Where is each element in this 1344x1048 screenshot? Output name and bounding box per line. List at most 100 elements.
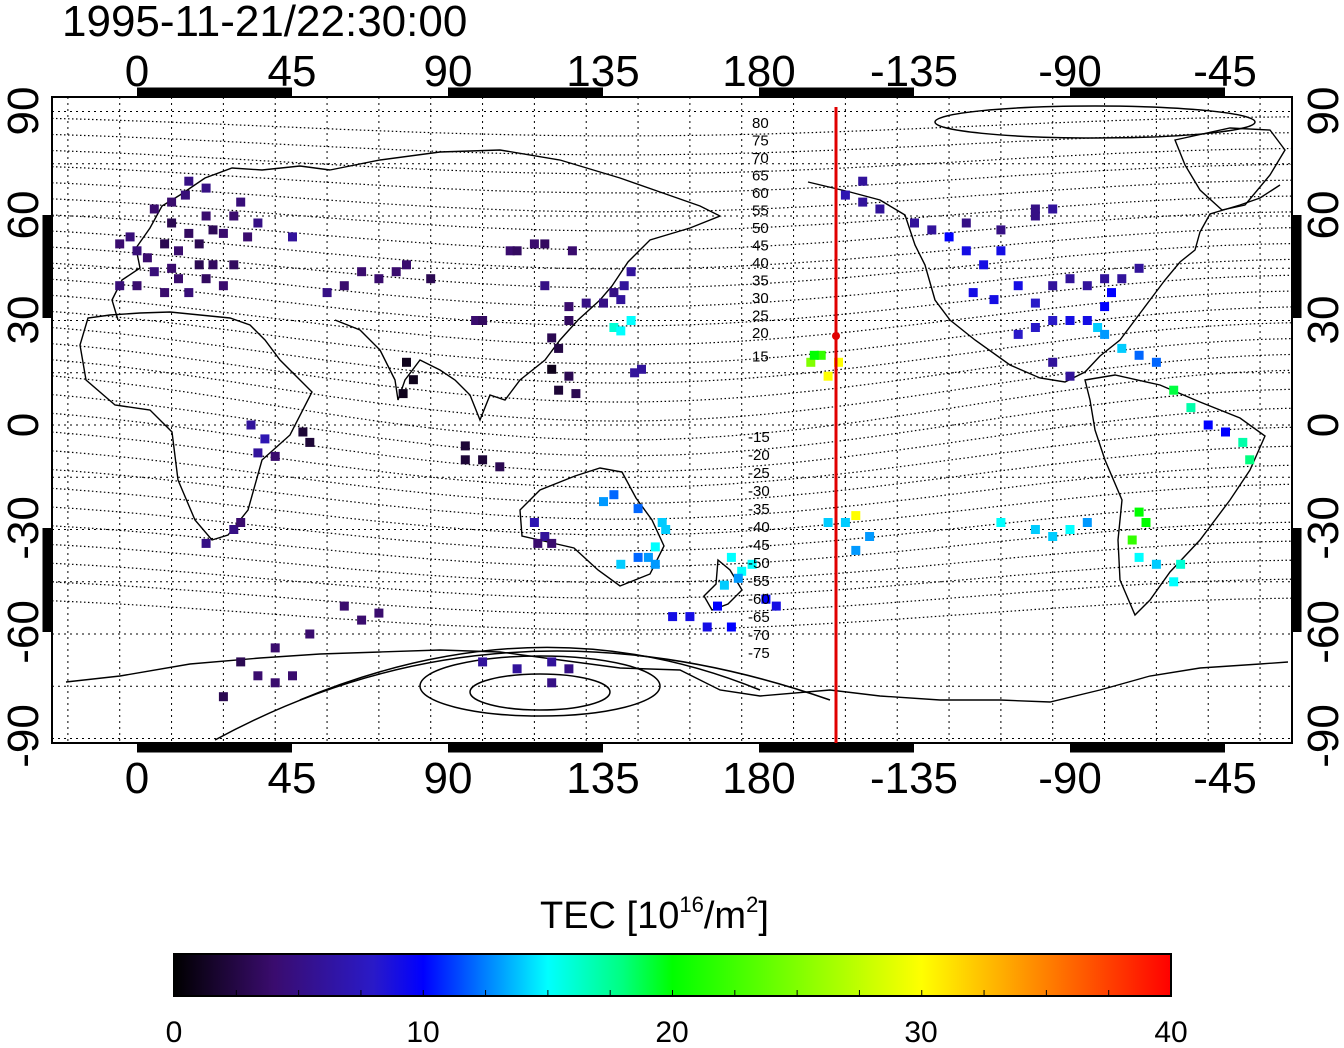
tec-point bbox=[726, 622, 736, 632]
geomagnetic-contour-line bbox=[52, 369, 1292, 441]
tec-point bbox=[1176, 559, 1186, 569]
tec-point bbox=[125, 232, 135, 242]
contour-label: 15 bbox=[752, 349, 769, 366]
tec-point bbox=[875, 204, 885, 214]
tec-point bbox=[719, 580, 729, 590]
colorbar-ticks: 0 10 20 30 40 bbox=[166, 990, 1188, 1048]
geomagnetic-contour-line bbox=[52, 243, 1292, 289]
tec-point bbox=[1030, 204, 1040, 214]
tec-point bbox=[540, 532, 550, 541]
tec-point bbox=[1013, 281, 1023, 291]
latitude-tick-label: 90 bbox=[0, 87, 48, 136]
contour-label: -75 bbox=[748, 645, 770, 662]
longitude-tick-label: 0 bbox=[125, 754, 149, 803]
tec-point bbox=[865, 532, 875, 541]
tec-point bbox=[858, 176, 868, 186]
tec-point bbox=[184, 288, 194, 298]
tec-point bbox=[460, 455, 470, 465]
contour-label: 70 bbox=[752, 150, 769, 167]
tec-point bbox=[1151, 559, 1161, 569]
tec-point bbox=[236, 518, 246, 527]
geomagnetic-contour-line bbox=[52, 322, 1292, 384]
tec-point bbox=[547, 538, 557, 548]
tec-point bbox=[243, 232, 253, 242]
frame-tick-bars bbox=[42, 87, 1302, 753]
tec-point bbox=[305, 437, 315, 447]
geomagnetic-contour-line bbox=[52, 559, 1292, 599]
tec-point bbox=[174, 274, 183, 284]
longitude-tick-label: 135 bbox=[566, 754, 639, 803]
tec-point bbox=[270, 678, 280, 688]
latitude-tick-label: 90 bbox=[1299, 87, 1344, 136]
tec-point bbox=[599, 497, 608, 507]
tec-point bbox=[547, 333, 557, 343]
tec-point bbox=[495, 462, 505, 472]
longitude-tick-label: 180 bbox=[722, 754, 795, 803]
tec-point bbox=[1030, 211, 1040, 221]
tec-point bbox=[1065, 274, 1075, 284]
longitude-tick-label: -90 bbox=[1038, 754, 1102, 803]
tec-point bbox=[1186, 403, 1196, 413]
geomagnetic-contour-line bbox=[52, 147, 1292, 175]
latitude-tick-label: 60 bbox=[1299, 191, 1344, 240]
tec-point bbox=[733, 573, 743, 583]
tec-point bbox=[910, 218, 919, 228]
contour-label: 20 bbox=[752, 325, 769, 342]
tec-point bbox=[633, 552, 643, 562]
tec-point bbox=[599, 298, 608, 308]
geomagnetic-contour-line bbox=[52, 597, 1292, 631]
tec-point bbox=[616, 326, 626, 336]
tec-point bbox=[236, 657, 246, 667]
tec-point bbox=[1048, 204, 1058, 214]
tec-point bbox=[1134, 263, 1144, 273]
longitude-tick-label: 90 bbox=[424, 47, 473, 96]
contour-label: 55 bbox=[752, 203, 769, 220]
colorbar: TEC [1016/m2] 0 10 20 30 40 bbox=[166, 892, 1188, 1048]
tec-point bbox=[1100, 274, 1110, 284]
tec-point bbox=[339, 281, 349, 291]
right-latitude-labels: 90 60 30 0 -30 -60 -90 bbox=[1299, 87, 1344, 768]
contour-label: 45 bbox=[752, 238, 769, 255]
tec-point bbox=[149, 267, 159, 277]
latitude-tick-label: -60 bbox=[0, 600, 48, 664]
tec-point bbox=[298, 427, 308, 437]
tec-point bbox=[726, 552, 736, 562]
tec-point bbox=[823, 371, 833, 381]
tec-point bbox=[115, 281, 125, 291]
contour-label: -65 bbox=[748, 609, 770, 626]
tec-point bbox=[1151, 357, 1161, 367]
tec-point bbox=[132, 281, 142, 291]
tec-point bbox=[398, 389, 408, 399]
tec-point bbox=[840, 518, 850, 527]
tec-point bbox=[979, 260, 989, 270]
meridian-marker-dot bbox=[832, 332, 840, 340]
tec-point bbox=[806, 357, 816, 367]
tec-point bbox=[567, 246, 577, 256]
map-frame bbox=[51, 96, 1293, 744]
tec-point bbox=[229, 260, 239, 270]
latitude-tick-label: 0 bbox=[0, 413, 48, 437]
tec-point bbox=[771, 601, 781, 611]
tec-point bbox=[174, 246, 183, 256]
tec-point bbox=[471, 316, 481, 325]
tec-point bbox=[851, 511, 861, 521]
tec-point bbox=[851, 545, 861, 555]
latitude-tick-label: 30 bbox=[1299, 296, 1344, 345]
latitude-tick-label: -90 bbox=[1299, 704, 1344, 768]
tec-point bbox=[761, 594, 771, 604]
tec-point bbox=[564, 316, 574, 325]
tec-point bbox=[1093, 323, 1103, 332]
tec-point bbox=[167, 197, 177, 207]
tec-point bbox=[201, 211, 211, 221]
tec-point bbox=[288, 671, 297, 681]
contour-label: -20 bbox=[748, 447, 770, 464]
tec-point bbox=[160, 239, 170, 249]
tec-point bbox=[1169, 577, 1179, 587]
contour-label: -55 bbox=[748, 573, 770, 590]
geomagnetic-contour-line bbox=[52, 211, 1292, 251]
longitude-tick-label: 180 bbox=[722, 47, 795, 96]
tec-point bbox=[208, 260, 218, 270]
tec-point bbox=[643, 552, 653, 562]
tec-point bbox=[609, 323, 619, 332]
tec-point bbox=[626, 267, 636, 277]
